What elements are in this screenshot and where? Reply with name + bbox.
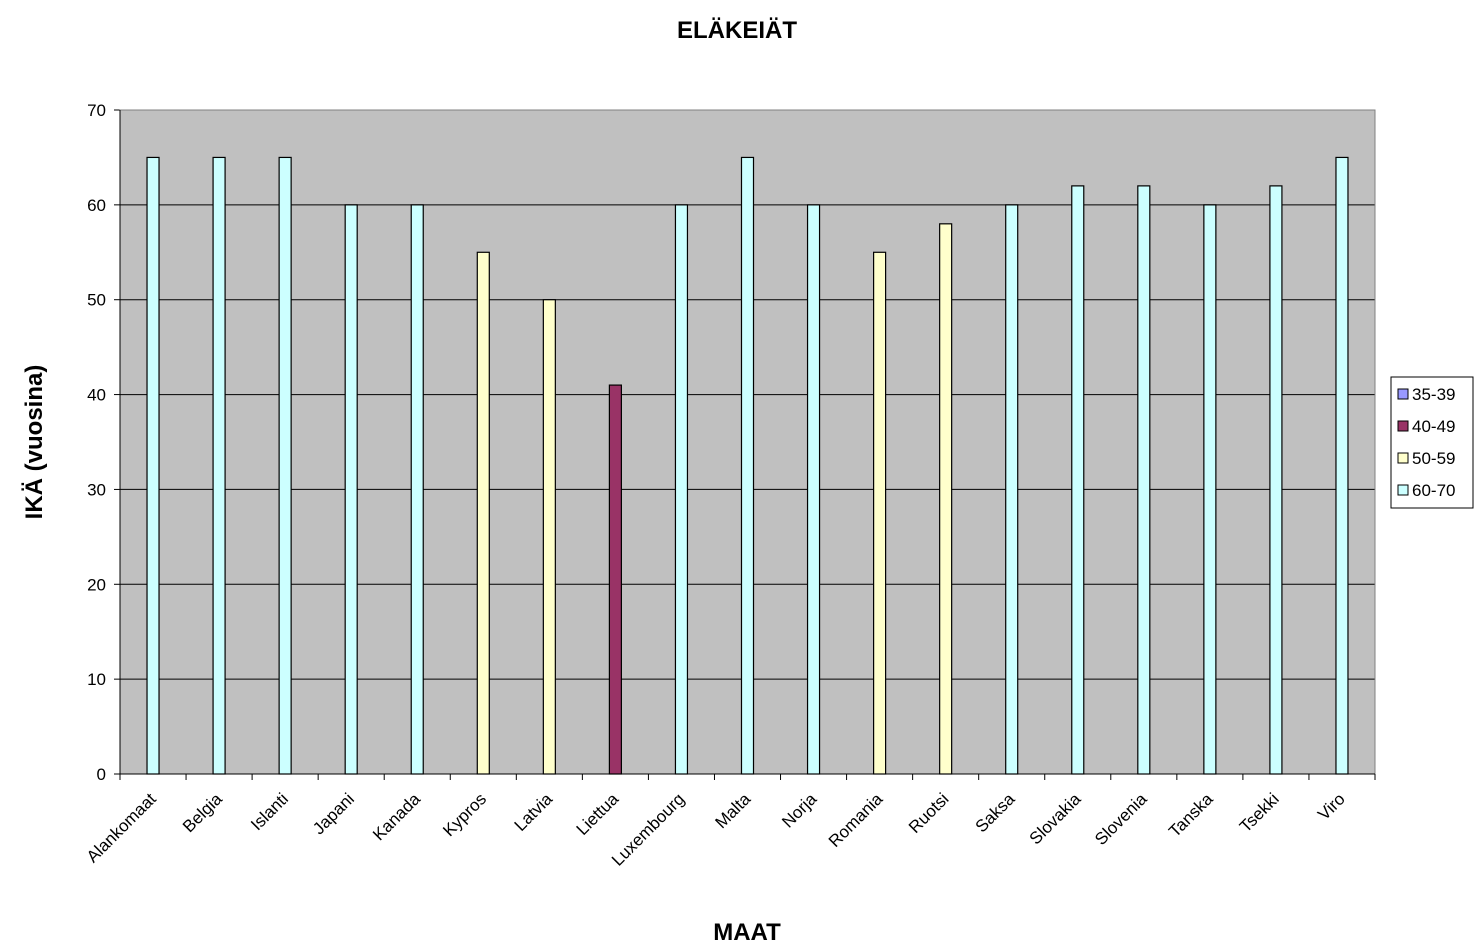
legend-swatch — [1397, 484, 1409, 496]
x-tick-label: Tsekki — [1236, 789, 1283, 836]
bar — [146, 156, 160, 775]
bar — [1005, 204, 1019, 775]
x-tick-label: Islanti — [247, 789, 292, 834]
y-tick-labels: 0 10 20 30 40 50 60 70 — [87, 101, 106, 784]
x-tick-label: Japani — [309, 789, 358, 838]
y-tick-label: 20 — [87, 575, 106, 594]
x-tick-label: Ruotsi — [905, 789, 953, 837]
y-tick-label: 0 — [97, 765, 106, 784]
bars — [146, 156, 1349, 775]
y-tick-label: 40 — [87, 386, 106, 405]
x-tick-label: Norja — [778, 789, 821, 832]
x-tick-label: Liettua — [573, 789, 623, 839]
bar — [476, 251, 490, 775]
x-tick-label: Belgia — [179, 789, 226, 836]
legend: 35-39 40-49 50-59 60-70 — [1390, 376, 1474, 509]
bar — [1203, 204, 1217, 775]
y-tick-label: 50 — [87, 291, 106, 310]
x-tick-label: Tanska — [1165, 789, 1217, 841]
y-axis-title: IKÄ (vuosina) — [21, 365, 48, 520]
legend-label: 40-49 — [1412, 417, 1455, 436]
x-tick-label: Viro — [1314, 789, 1349, 824]
bar — [740, 156, 755, 775]
x-tick-label: Saksa — [972, 789, 1019, 836]
legend-label: 35-39 — [1412, 385, 1455, 404]
y-tick-label: 30 — [87, 480, 106, 499]
bar — [1137, 185, 1151, 775]
x-tick-labels: Alankomaat Belgia Islanti Japani Kanada Kypro… — [83, 789, 1349, 870]
axes — [114, 109, 1376, 780]
bar — [278, 156, 292, 775]
y-tick-label: 10 — [87, 670, 106, 689]
x-tick-label: Slovakia — [1026, 789, 1085, 848]
y-tick-label: 60 — [87, 196, 106, 215]
bar — [939, 223, 953, 775]
bar — [1071, 185, 1085, 775]
x-tick-label: Alankomaat — [83, 789, 160, 866]
bar — [674, 204, 689, 775]
bar — [608, 384, 622, 775]
legend-swatch — [1397, 452, 1409, 464]
x-axis-title: MAAT — [713, 919, 781, 946]
y-tick-label: 70 — [87, 101, 106, 120]
x-tick-label: Slovenia — [1091, 789, 1151, 849]
x-tick-label: Romania — [825, 789, 887, 851]
legend-swatch — [1397, 388, 1409, 400]
bar — [1335, 156, 1349, 775]
bar — [344, 204, 358, 775]
bar — [410, 204, 424, 775]
bar — [212, 156, 226, 775]
bar — [806, 204, 821, 775]
bar — [873, 251, 887, 775]
legend-label: 60-70 — [1412, 481, 1455, 500]
x-tick-label: Kypros — [439, 789, 490, 840]
bar — [1269, 185, 1283, 775]
x-tick-label: Kanada — [369, 789, 424, 844]
legend-label: 50-59 — [1412, 449, 1455, 468]
bar — [542, 299, 556, 775]
legend-swatch — [1397, 420, 1409, 432]
chart-title: ELÄKEIÄT — [677, 17, 797, 44]
x-tick-label: Latvia — [511, 789, 557, 835]
x-tick-label: Malta — [711, 789, 754, 832]
